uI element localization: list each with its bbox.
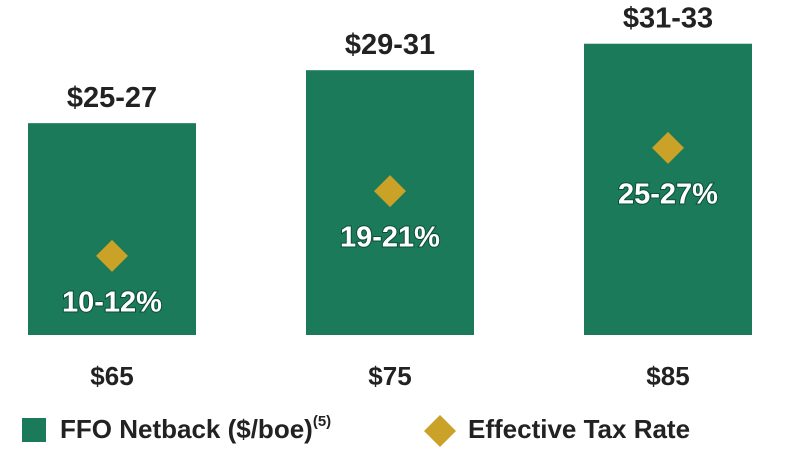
tax-label: 10-12%	[62, 287, 162, 319]
bar-label: $25-27	[67, 82, 157, 114]
bar	[28, 123, 196, 335]
legend-label: Effective Tax Rate	[468, 414, 690, 444]
x-tick-label: $75	[368, 361, 411, 391]
legend-swatch	[22, 418, 46, 442]
bar-label: $29-31	[345, 29, 435, 61]
legend-superscript: (5)	[313, 413, 331, 430]
tax-marker	[374, 175, 406, 208]
tax-label: 25-27%	[618, 179, 718, 211]
legend-label: FFO Netback ($/boe)(5)	[60, 413, 331, 444]
tax-marker	[652, 131, 684, 164]
tax-marker	[96, 239, 128, 272]
x-tick-label: $65	[90, 361, 133, 391]
legend-text: FFO Netback ($/boe)	[60, 414, 313, 444]
bar-label: $31-33	[623, 2, 713, 34]
bar	[584, 43, 752, 335]
x-tick-label: $85	[646, 361, 689, 391]
legend-diamond	[424, 415, 456, 447]
tax-label: 19-21%	[340, 222, 440, 254]
